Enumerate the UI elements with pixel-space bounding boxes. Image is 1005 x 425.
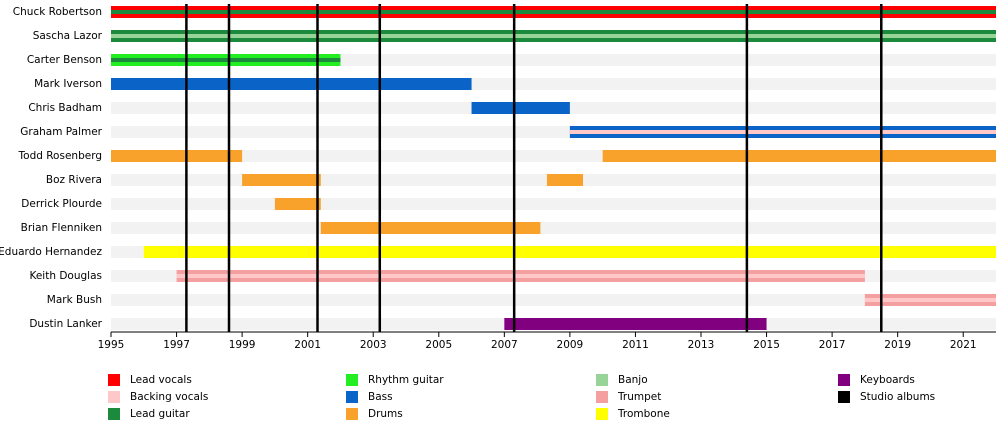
member-name: Graham Palmer [20,126,102,138]
row-stripe [111,294,996,306]
member-bar [111,78,472,90]
x-tick-label: 1995 [98,339,125,351]
x-tick-label: 2005 [425,339,452,351]
legend-swatch [346,391,358,403]
member-bar [546,174,583,186]
x-tick-label: 2011 [622,339,649,351]
legend-label: Banjo [618,374,648,386]
x-tick-label: 1999 [229,339,256,351]
member-name: Mark Bush [47,294,102,306]
member-name: Mark Iverson [34,78,102,90]
member-bar-secondary [111,58,341,62]
legend-label: Trombone [617,408,670,420]
member-bar [143,246,996,258]
x-tick-label: 2001 [294,339,321,351]
legend-label: Keyboards [860,374,915,386]
legend-label: Studio albums [860,391,935,403]
legend-swatch [596,408,608,420]
x-tick-label: 2003 [360,339,387,351]
legend-label: Lead guitar [130,408,190,420]
legend-label: Drums [368,408,403,420]
member-name: Boz Rivera [46,174,102,186]
member-bar [504,318,767,330]
member-bar-secondary [864,298,996,302]
legend-label: Trumpet [617,391,661,403]
member-name: Sascha Lazor [33,30,103,42]
legend-label: Backing vocals [130,391,208,403]
row-stripe [111,222,996,234]
member-name: Carter Benson [27,54,102,66]
member-name: Chuck Robertson [13,6,102,18]
legend-label: Lead vocals [130,374,192,386]
legend-swatch [838,391,850,403]
x-tick-label: 2015 [753,339,780,351]
x-tick-label: 2007 [491,339,518,351]
member-name: Todd Rosenberg [18,150,102,162]
x-tick-label: 1997 [163,339,190,351]
legend-swatch [596,374,608,386]
member-bar-secondary [569,130,996,134]
member-bar [471,102,570,114]
member-name: Keith Douglas [29,270,102,282]
member-bar [602,150,996,162]
legend-label: Bass [368,391,393,403]
legend-swatch [108,408,120,420]
member-bar-secondary [111,34,996,38]
member-name: Eduardo Hernandez [0,246,102,258]
legend-swatch [596,391,608,403]
x-tick-label: 2009 [557,339,584,351]
legend-swatch [108,391,120,403]
member-bar-secondary [176,274,865,278]
x-tick-label: 2019 [884,339,911,351]
member-bar-secondary [111,10,996,14]
legend-swatch [346,408,358,420]
member-name: Brian Flenniken [21,222,102,234]
member-name: Derrick Plourde [21,198,102,210]
member-name: Dustin Lanker [29,318,102,330]
legend-swatch [346,374,358,386]
member-bar [274,198,321,210]
legend-swatch [108,374,120,386]
x-tick-label: 2021 [950,339,977,351]
legend-swatch [838,374,850,386]
legend-label: Rhythm guitar [368,374,444,386]
member-bar [242,174,321,186]
row-stripe [111,198,996,210]
member-name: Chris Badham [28,102,102,114]
member-bar [111,150,243,162]
x-tick-label: 2017 [819,339,846,351]
member-bar [320,222,541,234]
x-tick-label: 2013 [688,339,715,351]
